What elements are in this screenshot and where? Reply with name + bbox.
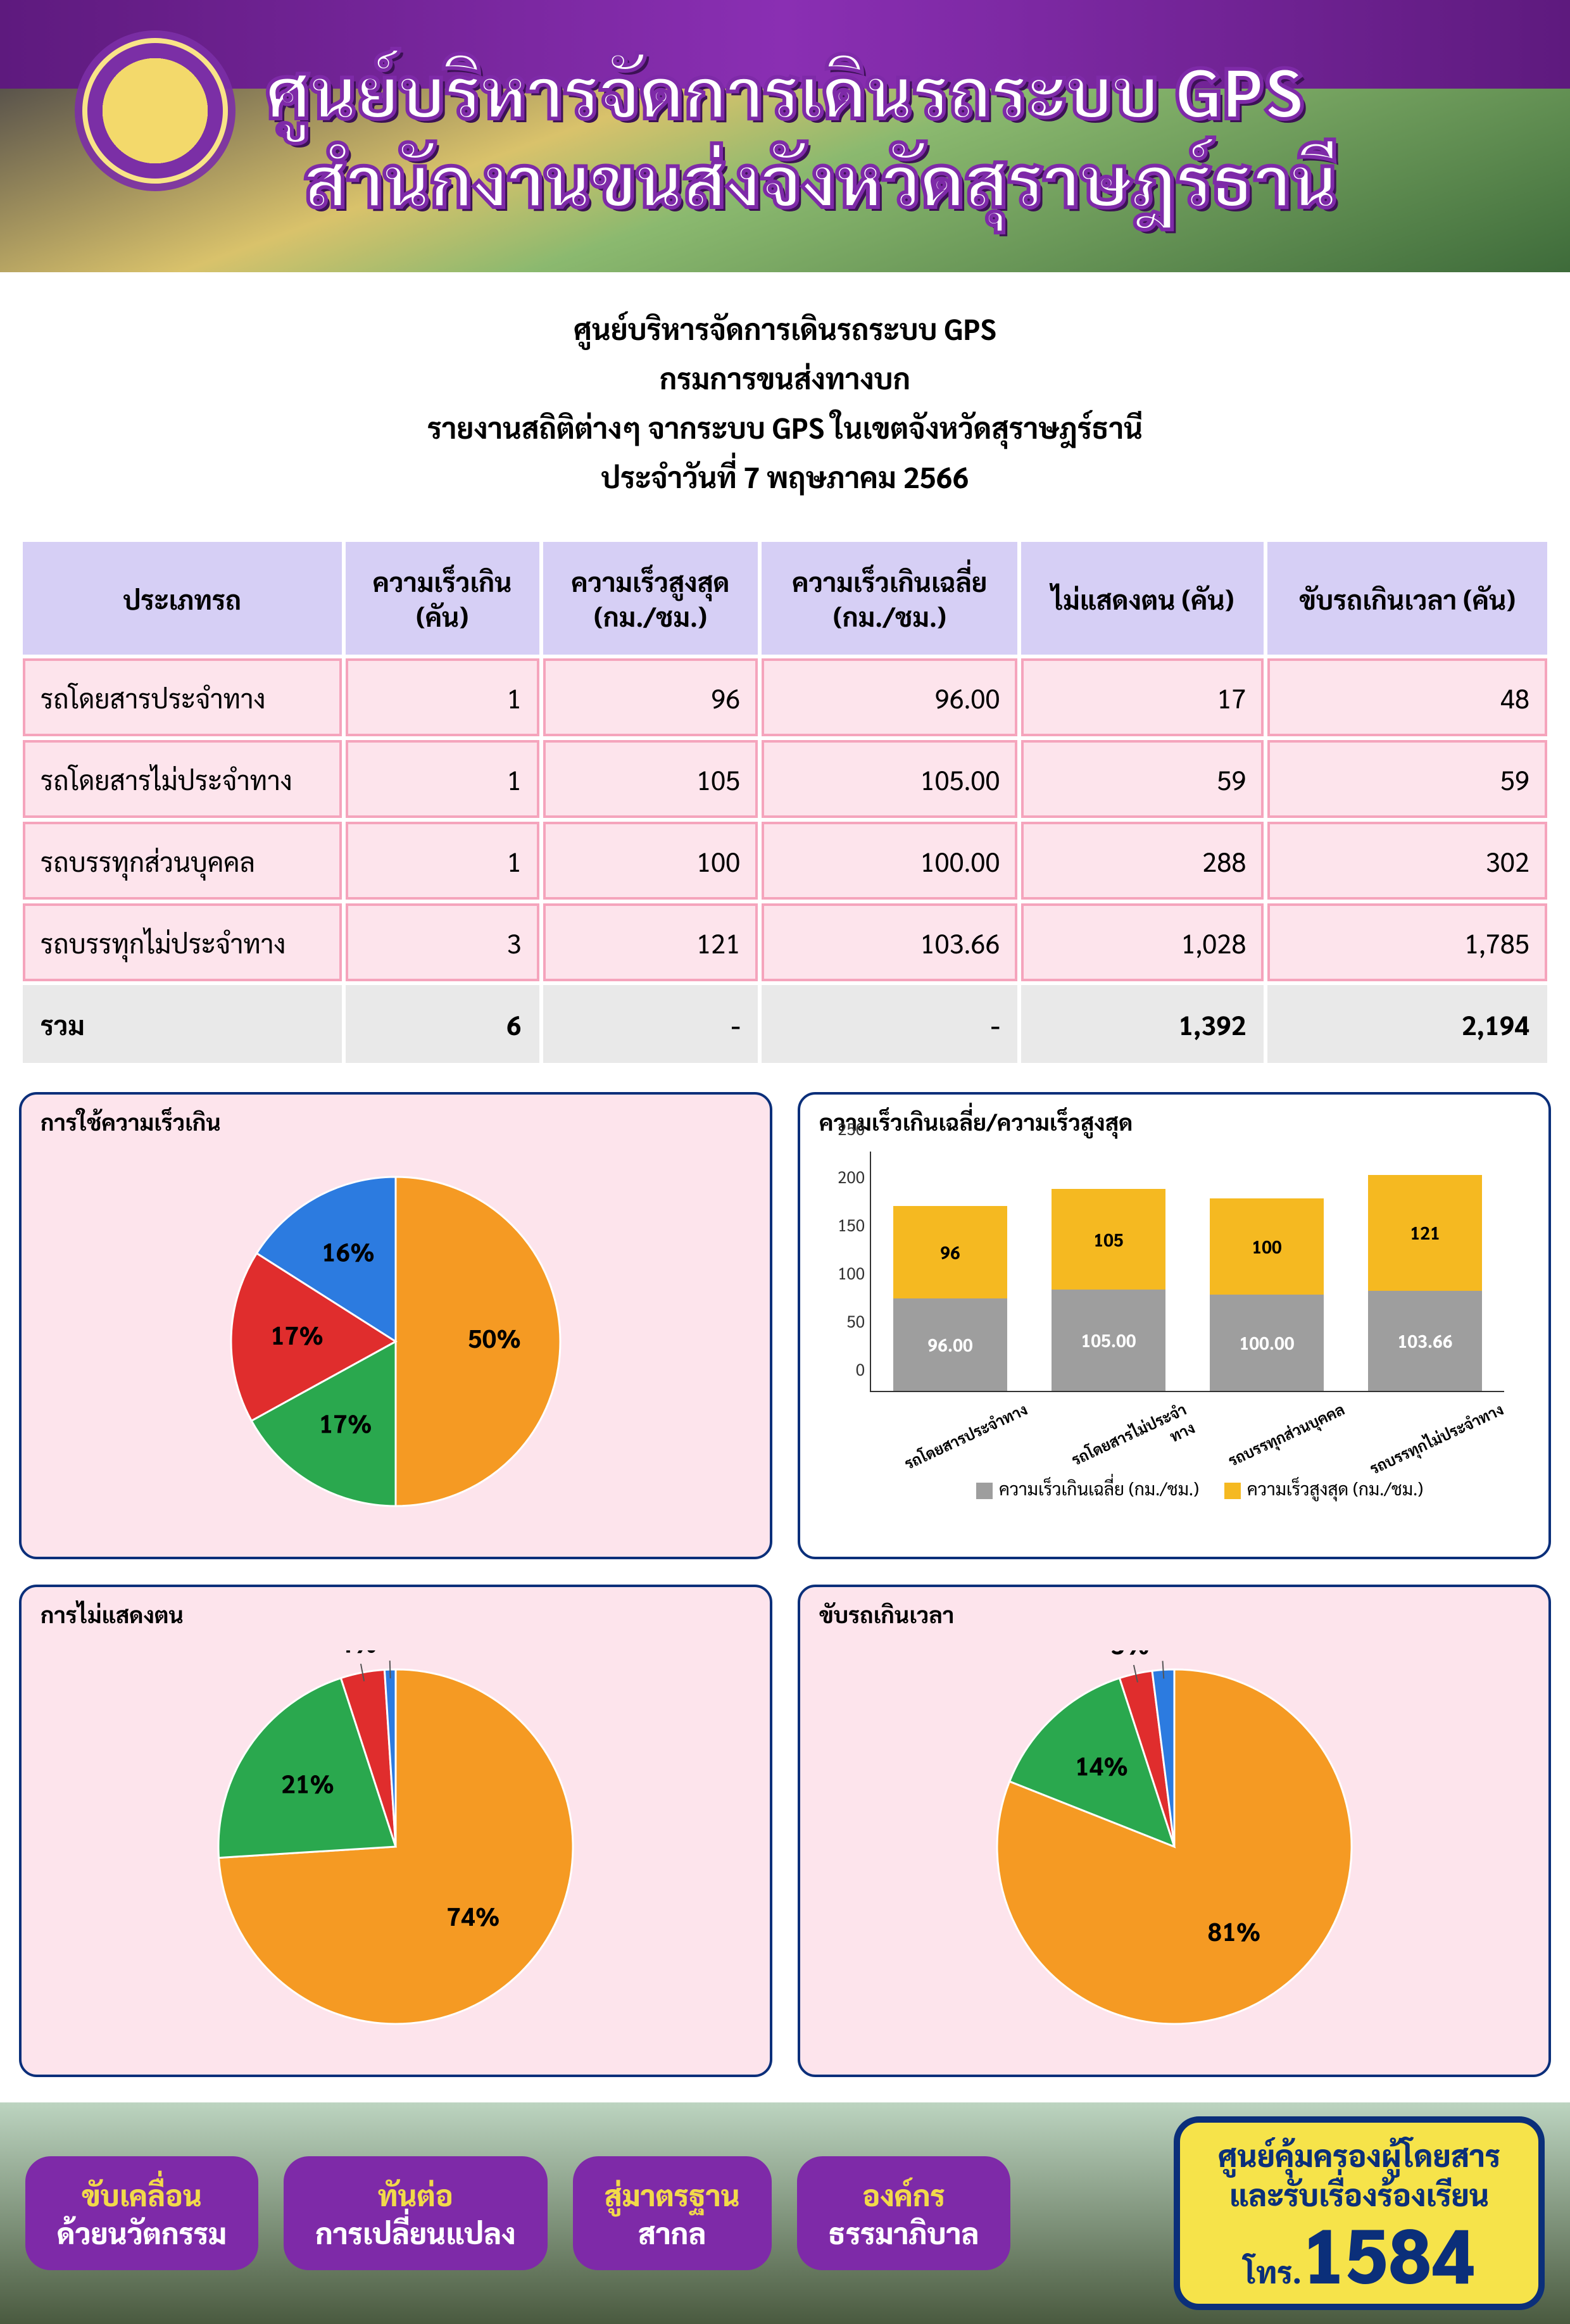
banner-title-line1: ศูนย์บริหารจัดการเดินรถระบบ GPS (266, 44, 1532, 133)
total-cell: 1,392 (1021, 985, 1264, 1063)
subheader-line: รายงานสถิติต่างๆ จากระบบ GPS ในเขตจังหวั… (0, 408, 1570, 446)
total-cell: 6 (346, 985, 539, 1063)
y-tick: 0 (827, 1359, 865, 1380)
agency-seal (82, 38, 228, 184)
table-cell: 1,028 (1021, 903, 1264, 981)
table-cell: 105 (543, 740, 758, 818)
svg-text:50%: 50% (468, 1321, 521, 1354)
svg-text:17%: 17% (319, 1406, 372, 1439)
subheader-line: ประจำวันที่ 7 พฤษภาคม 2566 (0, 457, 1570, 495)
stats-table: ประเภทรถความเร็วเกิน(คัน)ความเร็วสูงสุด(… (19, 538, 1551, 1067)
table-cell: 96 (543, 658, 758, 736)
svg-text:14%: 14% (1075, 1749, 1128, 1782)
pie-over-hours: ขับรถเกินเวลา 81%14%3%2% (798, 1585, 1551, 2077)
y-tick: 50 (827, 1310, 865, 1332)
bar-segment-avg: 103.66 (1368, 1291, 1482, 1391)
table-cell: 121 (543, 903, 758, 981)
table-cell: 105.00 (762, 740, 1017, 818)
banner-title-line2: สำนักงานขนส่งจังหวัดสุราษฎร์ธานี (304, 133, 1532, 222)
table-header: ขับรถเกินเวลา (คัน) (1267, 542, 1547, 655)
bar-segment-avg: 100.00 (1210, 1295, 1324, 1391)
table-cell: 288 (1021, 822, 1264, 900)
svg-text:81%: 81% (1207, 1914, 1260, 1947)
table-header: ประเภทรถ (23, 542, 342, 655)
footer-pill: ขับเคลื่อนด้วยนวัตกรรม (25, 2156, 258, 2270)
row-label: รถโดยสารไม่ประจำทาง (23, 740, 342, 818)
bar-segment-max: 121 (1368, 1175, 1482, 1291)
total-cell: 2,194 (1267, 985, 1547, 1063)
hotline-number: 1584 (1302, 2202, 1475, 2301)
row-label: รถบรรทุกไม่ประจำทาง (23, 903, 342, 981)
bar-segment-max: 100 (1210, 1198, 1324, 1295)
table-header: ความเร็วสูงสุด(กม./ชม.) (543, 542, 758, 655)
row-label: รถบรรทุกส่วนบุคคล (23, 822, 342, 900)
footer-banner: ขับเคลื่อนด้วยนวัตกรรมทันต่อการเปลี่ยนแป… (0, 2102, 1570, 2324)
table-cell: 100 (543, 822, 758, 900)
table-header: ความเร็วเกิน(คัน) (346, 542, 539, 655)
chart-title: การไม่แสดงตน (41, 1600, 751, 1629)
total-cell: - (762, 985, 1017, 1063)
svg-text:1%: 1% (370, 1650, 408, 1655)
y-tick: 200 (827, 1166, 865, 1188)
table-cell: 1 (346, 658, 539, 736)
footer-pill: องค์กรธรรมาภิบาล (797, 2156, 1011, 2270)
table-header: ความเร็วเกินเฉลี่ย(กม./ชม.) (762, 542, 1017, 655)
svg-text:2%: 2% (1142, 1650, 1181, 1656)
y-tick: 250 (827, 1118, 865, 1140)
y-tick: 100 (827, 1262, 865, 1284)
bar-segment-avg: 96.00 (893, 1298, 1007, 1391)
subheader-line: ศูนย์บริหารจัดการเดินรถระบบ GPS (0, 309, 1570, 347)
bar-segment-max: 96 (893, 1206, 1007, 1298)
table-cell: 96.00 (762, 658, 1017, 736)
hotline-text: ศูนย์คุ้มครองผู้โดยสาร (1218, 2135, 1500, 2175)
table-cell: 1 (346, 822, 539, 900)
table-cell: 48 (1267, 658, 1547, 736)
header-banner: ศูนย์บริหารจัดการเดินรถระบบ GPS สำนักงาน… (0, 0, 1570, 272)
subheader-line: กรมการขนส่งทางบก (0, 358, 1570, 396)
row-label: รถโดยสารประจำทาง (23, 658, 342, 736)
svg-text:16%: 16% (322, 1234, 375, 1267)
total-cell: - (543, 985, 758, 1063)
y-tick: 150 (827, 1214, 865, 1236)
table-cell: 100.00 (762, 822, 1017, 900)
table-header: ไม่แสดงตน (คัน) (1021, 542, 1264, 655)
table-cell: 302 (1267, 822, 1547, 900)
table-cell: 1 (346, 740, 539, 818)
table-cell: 3 (346, 903, 539, 981)
chart-title: ขับรถเกินเวลา (819, 1600, 1529, 1629)
footer-pill: ทันต่อการเปลี่ยนแปลง (284, 2156, 547, 2270)
table-cell: 59 (1267, 740, 1547, 818)
hotline-box: ศูนย์คุ้มครองผู้โดยสาร และรับเรื่องร้องเ… (1174, 2116, 1545, 2310)
footer-pill: สู่มาตรฐานสากล (573, 2156, 772, 2270)
bar-segment-max: 105 (1052, 1189, 1165, 1290)
chart-title: การใช้ความเร็วเกิน (41, 1107, 751, 1136)
svg-text:21%: 21% (281, 1767, 334, 1800)
pie-no-identify: การไม่แสดงตน 74%21%4%1% (19, 1585, 772, 2077)
report-subheader: ศูนย์บริหารจัดการเดินรถระบบ GPS กรมการขน… (0, 272, 1570, 538)
svg-text:74%: 74% (447, 1899, 500, 1932)
svg-text:17%: 17% (270, 1318, 323, 1351)
chart-title: ความเร็วเกินเฉลี่ย/ความเร็วสูงสุด (819, 1107, 1529, 1136)
pie-speed-over: การใช้ความเร็วเกิน 50% 17% 17% 16% (19, 1092, 772, 1559)
table-cell: 1,785 (1267, 903, 1547, 981)
table-cell: 17 (1021, 658, 1264, 736)
table-cell: 103.66 (762, 903, 1017, 981)
table-cell: 59 (1021, 740, 1264, 818)
hotline-tel-label: โทร. (1243, 2252, 1302, 2291)
bar-segment-avg: 105.00 (1052, 1290, 1165, 1391)
bar-avg-max-speed: ความเร็วเกินเฉลี่ย/ความเร็วสูงสุด 0 50 100… (798, 1092, 1551, 1559)
total-cell: รวม (23, 985, 342, 1063)
